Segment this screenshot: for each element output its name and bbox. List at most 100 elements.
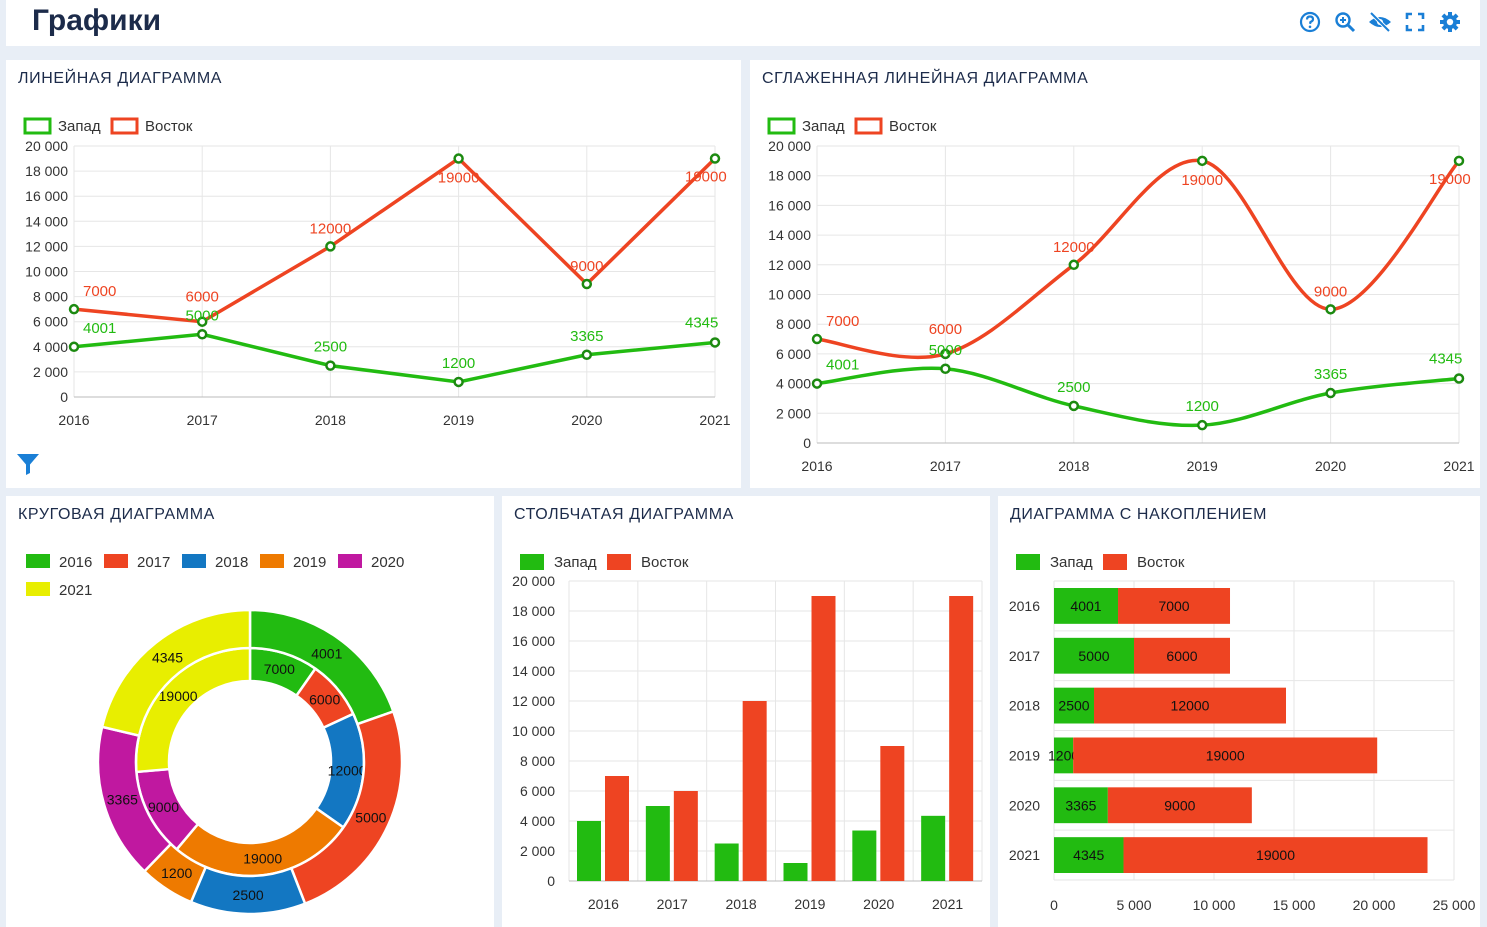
y-tick-label: 10 000	[768, 287, 811, 303]
panel-title: СГЛАЖЕННАЯ ЛИНЕЙНАЯ ДИАГРАММА	[762, 70, 1089, 87]
zoom-icon[interactable]	[1333, 10, 1357, 34]
data-point	[1068, 259, 1080, 271]
data-label: 2500	[314, 339, 347, 356]
legend-label: Запад	[802, 118, 845, 135]
legend-swatch	[338, 554, 362, 568]
series-line	[816, 366, 1460, 428]
x-tick-label: 2019	[443, 412, 474, 428]
pie-slice	[100, 608, 252, 738]
legend-label: Восток	[889, 118, 937, 135]
x-tick-label: 2018	[1058, 458, 1089, 474]
data-label: 4001	[83, 320, 116, 337]
bar	[783, 863, 808, 881]
x-tick-label: 2017	[187, 412, 218, 428]
y-tick-label: 0	[547, 873, 555, 889]
bar-label: 2500	[1058, 698, 1089, 714]
data-label: 3365	[570, 328, 603, 345]
legend-swatch	[26, 582, 50, 596]
legend-label: Запад	[554, 554, 597, 571]
bar-segment	[1054, 588, 1119, 624]
data-label: 3365	[1314, 366, 1347, 383]
x-tick-label: 2016	[588, 896, 619, 912]
bar-label: 19000	[1256, 847, 1295, 863]
data-label: 7000	[83, 283, 116, 300]
help-icon[interactable]	[1298, 10, 1322, 34]
data-point	[68, 303, 80, 315]
stacked-chart: Запад Восток 0 5 000 10 000 15 000 20 000 25 00…	[1009, 554, 1476, 913]
x-tick-label: 2018	[726, 896, 757, 912]
legend-label: Восток	[1137, 554, 1185, 571]
data-label: 1200	[442, 355, 475, 372]
data-label: 4345	[685, 314, 718, 331]
data-point	[1453, 155, 1465, 167]
bar-segment	[1118, 588, 1231, 624]
slice-label: 3365	[107, 791, 138, 807]
bar	[605, 776, 629, 881]
x-tick-label: 2020	[863, 896, 894, 912]
data-label: 19000	[1429, 171, 1471, 188]
line-chart: Запад Восток 0 2 000 4 000 6 000 8 000 10 000 12…	[23, 117, 731, 428]
y-tick-label: 10 000	[512, 723, 555, 739]
y-tick-label: 20 000	[25, 138, 68, 154]
hide-icon[interactable]	[1368, 10, 1392, 34]
legend-swatch	[520, 554, 544, 570]
data-point	[581, 349, 593, 361]
data-label: 5000	[929, 342, 962, 359]
bar-chart: Запад Восток 0 2 000 4 000 6 000 8 000 10 000 12…	[512, 554, 983, 912]
legend-label: 2017	[137, 554, 170, 571]
bar-label: 3365	[1065, 797, 1096, 813]
bar-label: 1200	[1048, 747, 1079, 763]
panel-title: ДИАГРАММА С НАКОПЛЕНИЕМ	[1010, 506, 1268, 523]
data-point	[940, 348, 951, 360]
x-tick-label: 2017	[930, 458, 961, 474]
data-point	[1453, 373, 1465, 384]
y-tick-label: 18 000	[768, 168, 811, 184]
y-tick-label: 8 000	[33, 289, 68, 305]
data-point	[1196, 419, 1208, 431]
filter-icon[interactable]	[16, 452, 40, 476]
stacked-chart-panel: ДИАГРАММА С НАКОПЛЕНИЕМ Запад Восток 0 5 00…	[998, 496, 1480, 927]
legend-swatch	[1016, 554, 1040, 570]
bar-label: 6000	[1166, 648, 1197, 664]
data-point	[196, 316, 208, 327]
legend-label: 2019	[293, 554, 326, 571]
bar-chart-panel: СТОЛБЧАТАЯ ДИАГРАММА Запад Восток 0 2 000 4 …	[502, 496, 990, 927]
bar	[921, 815, 946, 881]
bar	[880, 746, 905, 881]
bar	[811, 596, 836, 881]
panel-title: ЛИНЕЙНАЯ ДИАГРАММА	[18, 70, 223, 87]
bar-segment	[1123, 837, 1428, 873]
x-tick-label: 2016	[801, 458, 832, 474]
settings-icon[interactable]	[1438, 10, 1462, 34]
y-tick-label: 2 000	[776, 405, 811, 421]
y-tick-label: 16 000	[768, 197, 811, 213]
legend-swatch	[767, 117, 796, 135]
data-label: 2500	[1057, 379, 1090, 396]
y-tick-label: 8 000	[776, 316, 811, 332]
data-label: 6000	[186, 289, 219, 306]
y-tick-label: 14 000	[512, 663, 555, 679]
y-tick-label: 12 000	[25, 238, 68, 254]
legend-label: 2021	[59, 582, 92, 599]
slice-label: 4345	[152, 650, 183, 666]
data-label: 4345	[1429, 350, 1462, 367]
bar-segment	[1107, 787, 1252, 824]
toolbar	[1298, 10, 1462, 34]
header-bar: Графики	[6, 0, 1480, 46]
legend-swatch	[110, 117, 139, 135]
slice-label: 1200	[161, 865, 192, 881]
y-tick-label: 4 000	[520, 813, 555, 829]
y-tick-label: 6 000	[520, 783, 555, 799]
data-label: 4001	[826, 357, 859, 374]
series-line	[73, 156, 717, 324]
data-label: 12000	[1053, 239, 1095, 256]
slice-label: 19000	[159, 688, 198, 704]
legend-label: Запад	[1050, 554, 1093, 571]
data-point	[709, 337, 721, 348]
data-point	[811, 333, 823, 345]
fullscreen-icon[interactable]	[1403, 10, 1427, 34]
data-point	[453, 153, 464, 164]
data-label: 5000	[186, 307, 219, 324]
y-tick-label: 2016	[1009, 598, 1040, 614]
bar-label: 12000	[1171, 698, 1210, 714]
